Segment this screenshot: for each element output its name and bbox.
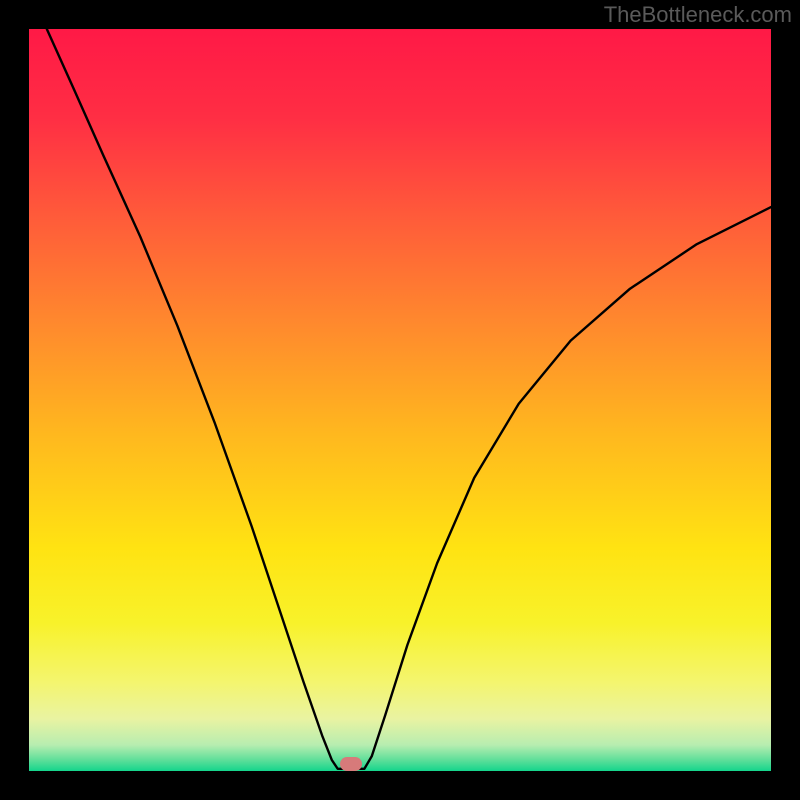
chart-container: TheBottleneck.com: [0, 0, 800, 800]
optimal-marker: [340, 757, 362, 771]
watermark-text: TheBottleneck.com: [604, 2, 792, 28]
plot-background: [29, 29, 771, 771]
bottleneck-chart-svg: [0, 0, 800, 800]
